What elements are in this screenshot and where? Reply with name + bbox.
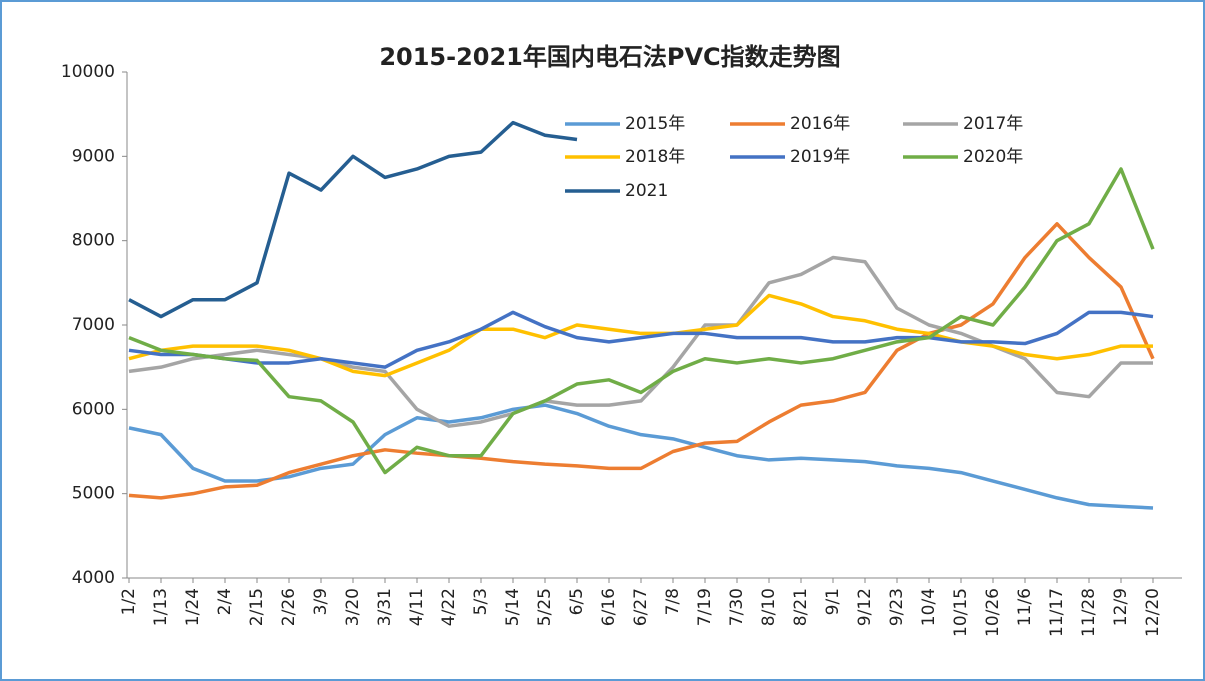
- series-line: [128, 310, 1154, 369]
- legend-label: 2017年: [963, 114, 1023, 134]
- chart-title: 2015-2021年国内电石法PVC指数走势图: [379, 43, 840, 71]
- legend-label: 2018年: [625, 147, 685, 167]
- x-tick-label: 4/22: [439, 588, 459, 626]
- series-line: [128, 293, 1153, 378]
- y-tick-label: 8000: [72, 231, 115, 251]
- legend-label: 2015年: [625, 114, 685, 134]
- series-line: [128, 403, 1154, 510]
- x-tick-label: 3/31: [375, 588, 395, 626]
- x-tick-label: 12/9: [1111, 588, 1131, 626]
- x-tick-label: 4/11: [407, 588, 427, 626]
- x-tick-label: 6/5: [567, 588, 587, 615]
- y-tick-label: 6000: [72, 399, 115, 419]
- x-tick-label: 7/19: [695, 588, 715, 626]
- x-tick-label: 1/24: [183, 588, 203, 626]
- series-line: [128, 167, 1155, 475]
- x-tick-label: 5/3: [471, 588, 491, 615]
- y-tick-label: 7000: [72, 315, 115, 335]
- x-tick-label: 2/26: [279, 588, 299, 626]
- x-tick-label: 6/16: [599, 588, 619, 626]
- x-tick-label: 5/14: [503, 588, 523, 626]
- x-tick-label: 10/15: [951, 588, 971, 637]
- x-tick-label: 10/26: [983, 588, 1003, 637]
- x-tick-label: 5/25: [535, 588, 555, 626]
- y-tick-label: 10000: [61, 62, 115, 82]
- legend-label: 2021: [625, 181, 668, 201]
- y-tick-label: 4000: [72, 568, 115, 588]
- x-tick-label: 6/27: [631, 588, 651, 626]
- x-tick-label: 7/30: [727, 588, 747, 626]
- legend-label: 2020年: [963, 147, 1023, 167]
- x-tick-label: 3/9: [311, 588, 331, 615]
- y-tick-label: 9000: [72, 146, 115, 166]
- x-tick-label: 1/2: [119, 588, 139, 615]
- series-line: [128, 222, 1155, 500]
- x-tick-label: 8/21: [791, 588, 811, 626]
- x-tick-label: 11/6: [1015, 588, 1035, 626]
- x-tick-label: 8/10: [759, 588, 779, 626]
- x-tick-label: 9/1: [823, 588, 843, 615]
- x-tick-label: 10/4: [919, 588, 939, 626]
- y-tick-label: 5000: [72, 484, 115, 504]
- x-tick-label: 11/28: [1079, 588, 1099, 637]
- series-line: [128, 120, 578, 319]
- x-tick-label: 9/23: [887, 588, 907, 626]
- x-tick-label: 11/17: [1047, 588, 1067, 637]
- legend-label: 2019年: [790, 147, 850, 167]
- x-tick-label: 9/12: [855, 588, 875, 626]
- x-tick-label: 1/13: [151, 588, 171, 626]
- x-tick-label: 12/20: [1143, 588, 1163, 637]
- x-tick-label: 2/4: [215, 588, 235, 615]
- x-tick-label: 3/20: [343, 588, 363, 626]
- x-tick-label: 2/15: [247, 588, 267, 626]
- legend-label: 2016年: [790, 114, 850, 134]
- x-tick-label: 7/8: [663, 588, 683, 615]
